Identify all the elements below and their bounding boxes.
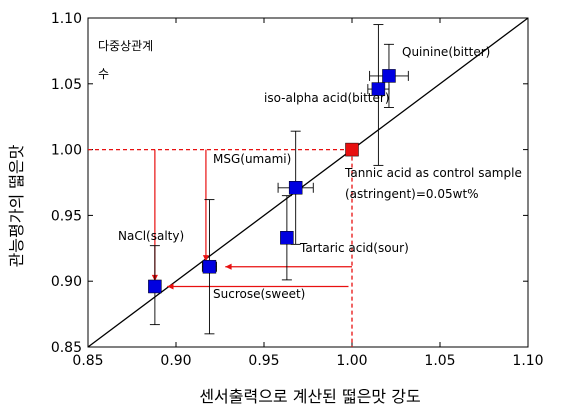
point-label: MSG(umami) bbox=[213, 152, 291, 166]
x-axis-title: 센서출력으로 계산된 떫은맛 강도 bbox=[199, 387, 420, 406]
point-label: Sucrose(sweet) bbox=[213, 287, 305, 301]
point-label: NaCl(salty) bbox=[118, 229, 184, 243]
axis-ticks: 0.85 0.90 0.95 1.00 1.05 1.10 0.85 0.90 0.95 1.00… bbox=[51, 11, 544, 369]
x-tick-label: 1.10 bbox=[512, 353, 543, 369]
x-tick-label: 1.00 bbox=[336, 353, 367, 369]
point-label: iso-alpha acid(bitter) bbox=[264, 91, 390, 105]
plot-border bbox=[87, 17, 529, 348]
x-tick-label: 0.95 bbox=[248, 353, 279, 369]
diagonal-line bbox=[87, 17, 529, 348]
x-tick-label: 0.90 bbox=[160, 353, 191, 369]
data-point-marker bbox=[280, 231, 294, 245]
data-point-marker bbox=[345, 142, 359, 157]
arrow-head bbox=[167, 283, 174, 290]
arrow-head bbox=[202, 255, 209, 262]
x-tick-label: 1.05 bbox=[424, 353, 455, 369]
point-label: Tannic acid as control sample bbox=[344, 166, 522, 180]
data-points bbox=[148, 69, 396, 294]
arrow-head bbox=[225, 263, 232, 270]
point-label: Quinine(bitter) bbox=[402, 45, 490, 59]
point-label: Tartaric acid(sour) bbox=[299, 241, 409, 255]
data-point-marker bbox=[371, 82, 386, 96]
y-tick-label: 1.10 bbox=[51, 11, 82, 27]
data-point-marker bbox=[288, 181, 303, 195]
y-tick-label: 1.00 bbox=[51, 143, 82, 159]
y-tick-label: 0.90 bbox=[51, 274, 82, 290]
corr-annotation-line2: 수 bbox=[98, 67, 109, 81]
x-tick-label: 0.85 bbox=[72, 353, 103, 369]
y-tick-label: 0.85 bbox=[51, 340, 82, 356]
data-point-marker bbox=[202, 259, 217, 274]
plot-area bbox=[87, 17, 529, 348]
y-axis-title: 관능평가의 떫은맛 bbox=[7, 144, 26, 267]
y-tick-label: 1.05 bbox=[51, 77, 82, 93]
reference-lines bbox=[88, 148, 353, 347]
y-tick-label: 0.95 bbox=[51, 208, 82, 224]
point-labels: NaCl(salty) Sucrose(sweet) Tartaric acid(s… bbox=[118, 45, 522, 301]
control-note-label: (astringent)=0.05wt% bbox=[345, 187, 479, 201]
corr-annotation-line1: 다중상관계 bbox=[98, 39, 153, 53]
data-point-marker bbox=[382, 69, 396, 83]
diagonal-y-equals-x bbox=[87, 17, 529, 348]
data-point-marker bbox=[148, 279, 162, 294]
arrows bbox=[151, 149, 352, 290]
